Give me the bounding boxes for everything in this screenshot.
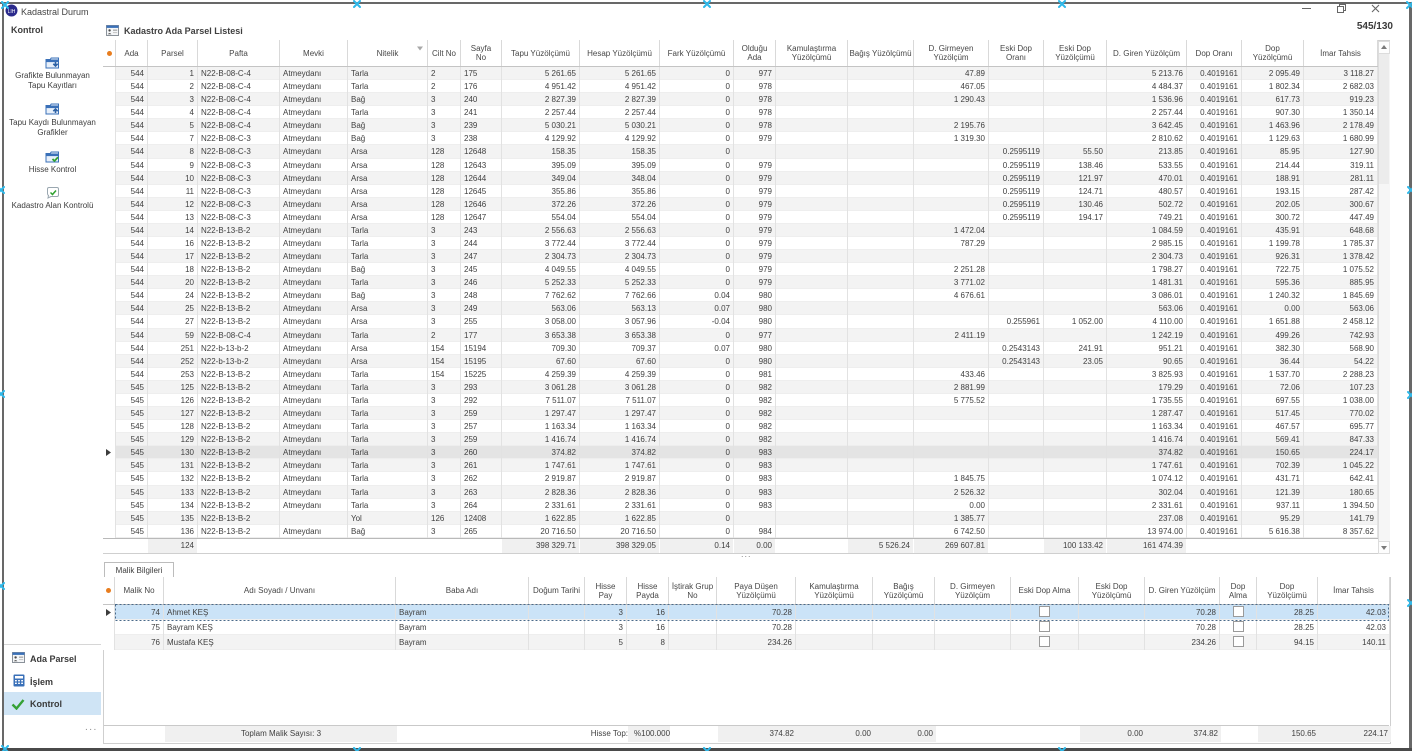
svg-text:LIH: LIH: [8, 9, 16, 15]
